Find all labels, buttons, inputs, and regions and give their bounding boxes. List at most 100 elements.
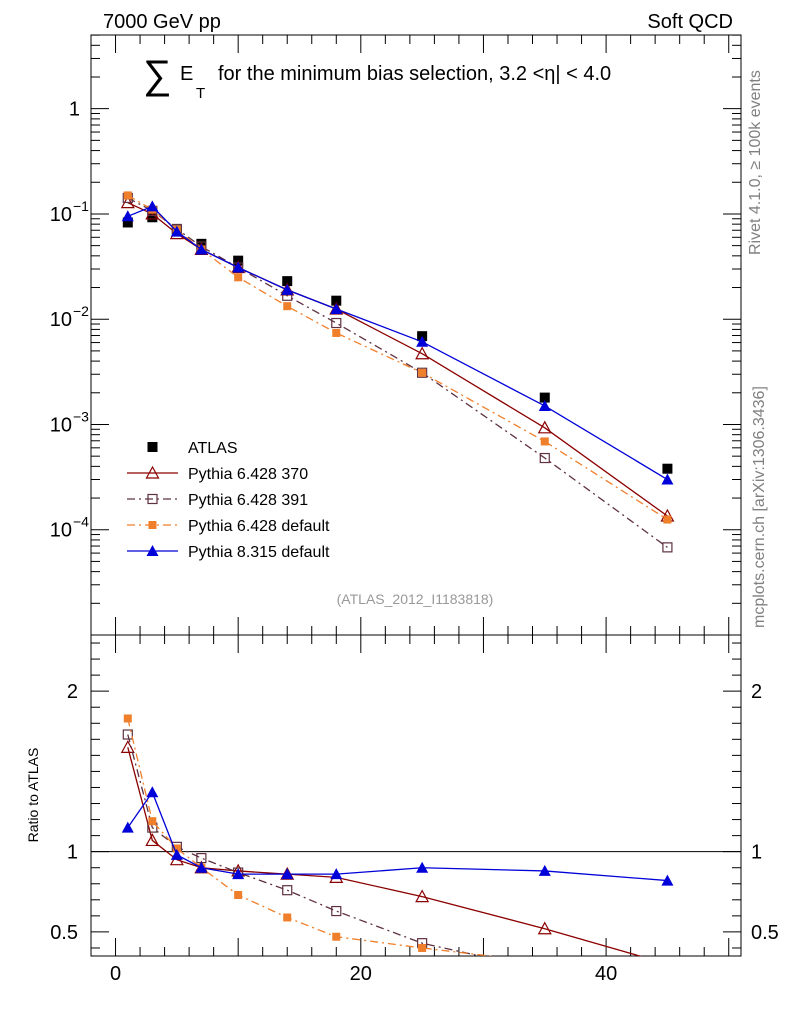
ratio-point-pythia-6-428-391 xyxy=(540,966,549,975)
ratio-y-tick-label-left: 1 xyxy=(67,842,78,864)
ratio-point-pythia-6-428-default xyxy=(663,960,671,968)
y-tick-label-main: 10 xyxy=(50,414,72,436)
x-tick-label: 0 xyxy=(110,963,121,985)
ratio-point-pythia-8-315-default xyxy=(121,821,134,833)
main-series-group xyxy=(120,191,675,553)
point-atlas xyxy=(122,217,133,228)
point-pythia-6-428-391 xyxy=(539,452,550,464)
ratio-point-pythia-6-428-default xyxy=(123,714,132,723)
ratio-point-pythia-6-428-default xyxy=(172,844,181,853)
point-pythia-8-315-default xyxy=(281,283,294,295)
x-tick-label: 40 xyxy=(595,963,617,985)
y-tick-label-exponent: −4 xyxy=(73,514,89,530)
ratio-y-tick-label-left: 0.5 xyxy=(50,922,78,944)
series-line-pythia-6-428-default xyxy=(127,194,668,521)
chart-title: for the minimum bias selection, 3.2 <η| … xyxy=(218,63,611,85)
point-pythia-6-428-391 xyxy=(662,542,673,553)
legend-label-atlas: ATLAS xyxy=(188,440,238,457)
ratio-plot-frame xyxy=(90,634,742,957)
y-tick-label-exponent: −1 xyxy=(73,198,89,214)
legend: ATLAS Pythia 6.428 370 Pythia 6.428 391 Pyt… xyxy=(127,440,330,561)
ratio-y-axis-title: Ratio to ATLAS xyxy=(25,748,41,843)
main-axis-ticks xyxy=(91,34,741,636)
point-pythia-6-428-default xyxy=(418,368,427,377)
ratio-point-pythia-6-428-391 xyxy=(122,729,133,740)
ratio-y-tick-label-right: 2 xyxy=(751,681,762,703)
point-pythia-6-428-default xyxy=(123,191,132,200)
analysis-tag: (ATLAS_2012_I1183818) xyxy=(337,591,494,607)
ratio-line-pythia-8-315-default xyxy=(127,790,668,882)
ratio-point-pythia-8-315-default xyxy=(416,861,429,873)
ratio-point-pythia-6-428-370 xyxy=(145,833,160,847)
ratio-point-pythia-8-315-default xyxy=(330,868,343,880)
y-tick-label-main: 10 xyxy=(50,204,72,226)
ratio-point-pythia-6-428-default xyxy=(148,817,157,826)
ratio-point-pythia-6-428-391 xyxy=(663,979,672,988)
point-pythia-6-428-default xyxy=(540,437,549,446)
ratio-y-tick-label-left: 2 xyxy=(67,681,78,703)
point-pythia-8-315-default xyxy=(330,303,343,315)
ratio-point-pythia-6-428-default xyxy=(332,932,341,941)
main-y-tick-labels: 110−110−210−310−4 xyxy=(50,99,89,542)
header-right: Soft QCD xyxy=(647,11,733,33)
ratio-point-pythia-6-428-default xyxy=(234,891,243,900)
y-tick-label-main: 10 xyxy=(50,309,72,331)
point-pythia-6-428-370 xyxy=(415,346,430,360)
y-tick-label-main: 1 xyxy=(69,99,80,121)
side-label-mcplots: mcplots.cern.ch [arXiv:1306.3436] xyxy=(751,386,768,628)
ratio-point-pythia-8-315-default xyxy=(232,868,245,880)
ratio-point-pythia-6-428-default xyxy=(541,958,549,966)
point-pythia-6-428-default xyxy=(234,273,243,282)
ratio-point-pythia-6-428-391 xyxy=(282,885,293,896)
x-tick-labels: 0 20 40 xyxy=(110,963,617,985)
legend-marker-atlas xyxy=(147,442,158,452)
point-pythia-8-315-default xyxy=(146,200,159,212)
ratio-point-pythia-6-428-391 xyxy=(331,905,342,917)
series-line-pythia-8-315-default xyxy=(127,205,668,481)
point-pythia-8-315-default xyxy=(121,210,134,222)
ratio-point-pythia-6-428-370 xyxy=(120,740,135,753)
ratio-point-pythia-8-315-default xyxy=(170,848,183,860)
point-atlas xyxy=(147,212,158,223)
point-pythia-6-428-391 xyxy=(417,367,428,378)
point-pythia-8-315-default xyxy=(538,399,551,411)
point-pythia-6-428-default xyxy=(332,328,341,337)
ratio-line-pythia-6-428-370 xyxy=(127,747,642,956)
ratio-point-pythia-6-428-370 xyxy=(415,889,430,903)
header-left: 7000 GeV pp xyxy=(103,11,221,33)
legend-label-pythia-6-428-391: Pythia 6.428 391 xyxy=(188,492,308,509)
ratio-point-pythia-8-315-default xyxy=(195,861,208,873)
ratio-point-pythia-6-428-default xyxy=(418,943,427,952)
ratio-point-pythia-6-428-default xyxy=(283,913,292,922)
point-pythia-8-315-default xyxy=(416,335,429,347)
point-pythia-8-315-default xyxy=(170,225,183,237)
y-tick-label-exponent: −3 xyxy=(73,408,89,424)
ratio-point-pythia-6-428-370 xyxy=(661,958,673,969)
ratio-y-tick-labels: 0.5 0.5 1 1 2 2 xyxy=(50,681,779,944)
ratio-axis-ticks xyxy=(91,635,741,956)
legend-marker-pythia-8-315-default xyxy=(146,545,159,556)
point-pythia-6-428-370 xyxy=(537,420,552,434)
point-pythia-8-315-default xyxy=(232,261,245,273)
ratio-point-pythia-8-315-default xyxy=(281,868,294,880)
legend-marker-pythia-6-428-default xyxy=(148,521,157,529)
point-pythia-8-315-default xyxy=(661,473,674,485)
ratio-point-pythia-8-315-default xyxy=(538,864,551,876)
title-subscript: T xyxy=(196,85,205,102)
ratio-point-pythia-6-428-370 xyxy=(537,921,552,935)
ratio-series-group xyxy=(120,714,674,988)
point-atlas xyxy=(331,295,342,306)
point-atlas xyxy=(662,463,673,474)
y-tick-label-main: 10 xyxy=(50,520,72,542)
legend-label-pythia-6-428-370: Pythia 6.428 370 xyxy=(188,466,308,483)
title-sum-symbol: ∑ xyxy=(143,53,172,97)
legend-label-pythia-6-428-default: Pythia 6.428 default xyxy=(188,518,330,535)
ratio-point-pythia-8-315-default xyxy=(146,786,159,798)
point-pythia-6-428-default xyxy=(283,302,292,311)
ratio-y-tick-label-right: 0.5 xyxy=(751,922,779,944)
legend-marker-pythia-6-428-370 xyxy=(145,465,160,479)
title-variable: E xyxy=(180,63,193,85)
point-pythia-8-315-default xyxy=(195,243,208,255)
legend-marker-pythia-6-428-391 xyxy=(147,493,158,505)
